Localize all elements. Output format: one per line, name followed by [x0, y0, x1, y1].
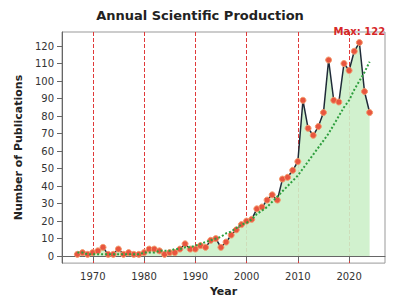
svg-text:2020: 2020 — [336, 271, 361, 282]
svg-text:30: 30 — [41, 198, 54, 209]
svg-text:0: 0 — [48, 251, 54, 262]
svg-text:Annual Scientific Production: Annual Scientific Production — [96, 8, 304, 23]
svg-text:100: 100 — [35, 76, 54, 87]
svg-text:110: 110 — [35, 58, 54, 69]
svg-text:2010: 2010 — [285, 271, 310, 282]
svg-text:1970: 1970 — [80, 271, 105, 282]
svg-text:2000: 2000 — [234, 271, 259, 282]
svg-text:40: 40 — [41, 181, 54, 192]
svg-text:60: 60 — [41, 146, 54, 157]
svg-text:90: 90 — [41, 93, 54, 104]
svg-text:70: 70 — [41, 128, 54, 139]
svg-text:10: 10 — [41, 233, 54, 244]
svg-text:Year: Year — [209, 285, 238, 298]
svg-text:1990: 1990 — [183, 271, 208, 282]
svg-text:80: 80 — [41, 111, 54, 122]
svg-text:120: 120 — [35, 41, 54, 52]
svg-text:Number of Publications: Number of Publications — [12, 74, 25, 220]
svg-text:50: 50 — [41, 163, 54, 174]
svg-text:1980: 1980 — [131, 271, 156, 282]
svg-text:Max: 122: Max: 122 — [334, 26, 386, 37]
svg-text:20: 20 — [41, 216, 54, 227]
